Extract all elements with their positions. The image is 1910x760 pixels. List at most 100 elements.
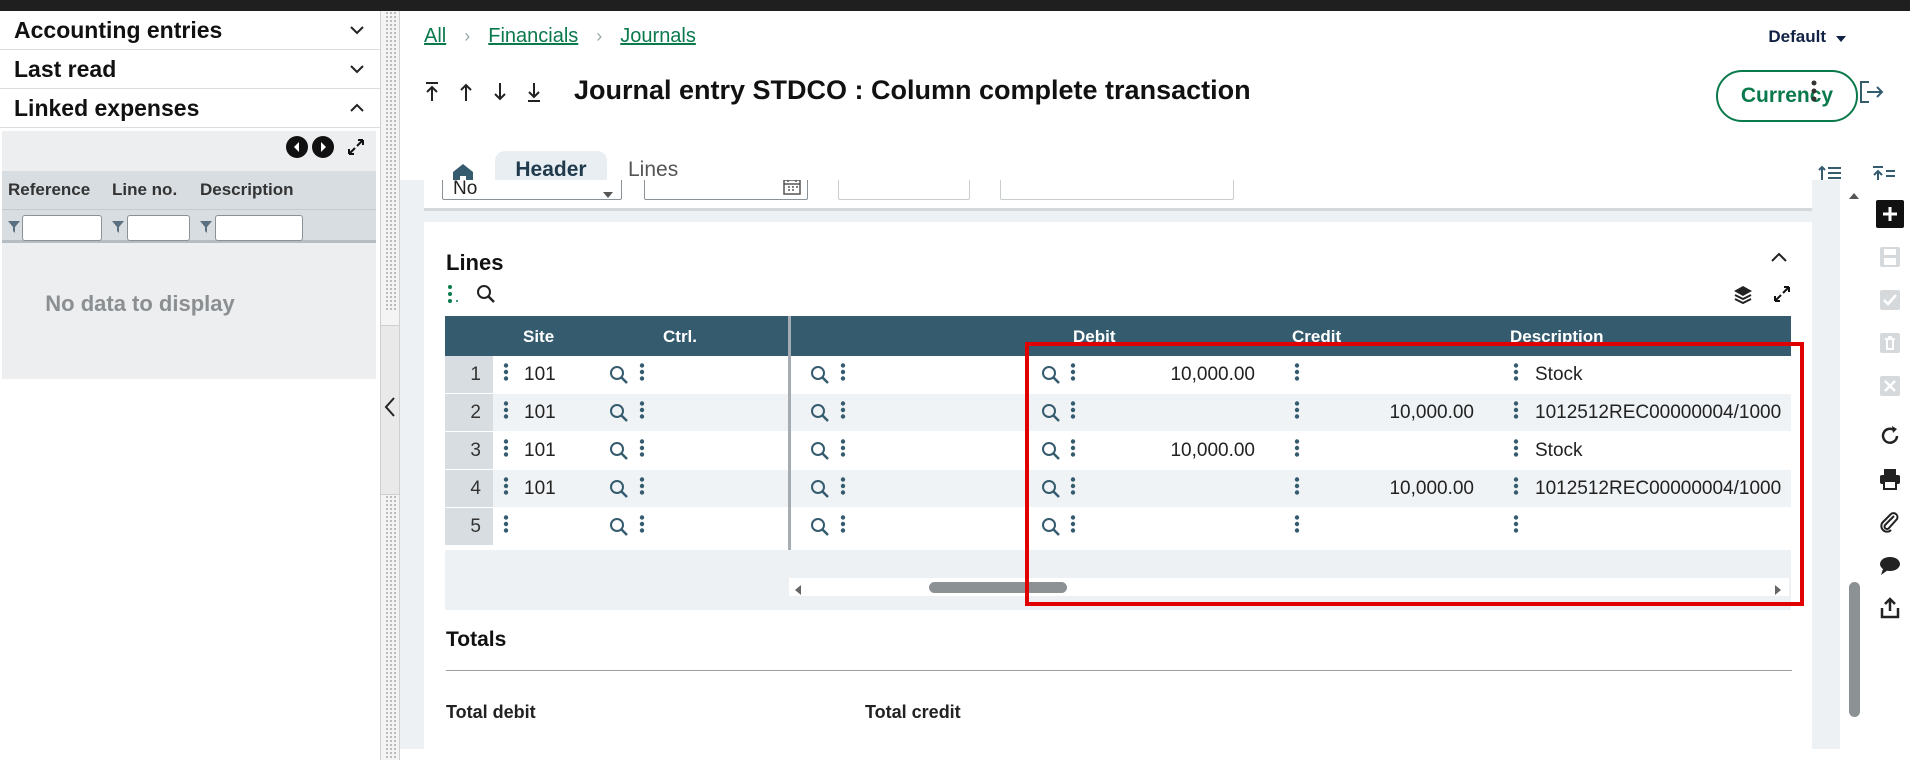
credit-cell[interactable]: 10,000.00	[1389, 478, 1474, 499]
row-menu-icon[interactable]	[639, 477, 645, 501]
site-lookup-icon[interactable]	[609, 441, 629, 467]
account-lookup-icon[interactable]	[1041, 479, 1061, 505]
credit-cell[interactable]: 10,000.00	[1389, 402, 1474, 423]
column-debit[interactable]: Debit	[1073, 327, 1116, 346]
refresh-icon[interactable]	[1876, 422, 1904, 450]
validate-icon[interactable]	[1876, 286, 1904, 314]
row-menu-icon[interactable]	[840, 439, 846, 463]
row-menu-icon[interactable]	[639, 401, 645, 425]
section-last-read[interactable]: Last read	[0, 50, 380, 89]
table-row[interactable]: 4 101 10,000.00 1012512REC00000004/1000	[445, 470, 1791, 507]
chevron-left-icon[interactable]	[384, 396, 396, 423]
row-menu-icon[interactable]	[503, 439, 509, 463]
row-menu-icon[interactable]	[840, 477, 846, 501]
row-menu-icon[interactable]	[1513, 363, 1519, 387]
site-cell[interactable]: 101	[524, 402, 556, 423]
scroll-up-icon[interactable]	[1849, 186, 1859, 204]
description-cell[interactable]: Stock	[1535, 440, 1583, 461]
row-menu-icon[interactable]	[639, 515, 645, 539]
print-icon[interactable]	[1876, 465, 1904, 493]
chevron-down-icon[interactable]	[348, 60, 366, 78]
column-ctrl[interactable]: Ctrl.	[663, 327, 697, 346]
previous-record-icon[interactable]	[458, 81, 474, 108]
table-row[interactable]: 5	[445, 508, 1791, 545]
ctrl-lookup-icon[interactable]	[810, 403, 830, 429]
column-description[interactable]: Description	[1510, 327, 1604, 346]
row-menu-icon[interactable]	[840, 401, 846, 425]
home-icon[interactable]	[452, 163, 474, 188]
ctrl-lookup-icon[interactable]	[810, 365, 830, 391]
row-menu-icon[interactable]	[1513, 401, 1519, 425]
site-cell[interactable]: 101	[524, 440, 556, 461]
filter-icon[interactable]	[112, 220, 124, 238]
column-reference[interactable]: Reference	[8, 180, 91, 199]
add-icon[interactable]	[1876, 200, 1904, 228]
row-menu-icon[interactable]	[639, 363, 645, 387]
row-menu-icon[interactable]	[840, 515, 846, 539]
filter-description-input[interactable]	[215, 215, 303, 241]
row-menu-icon[interactable]	[503, 401, 509, 425]
description-cell[interactable]: 1012512REC00000004/1000	[1535, 478, 1782, 499]
delete-icon[interactable]	[1876, 329, 1904, 357]
text-field[interactable]	[1000, 180, 1234, 200]
select-field[interactable]: No	[442, 180, 622, 200]
site-cell[interactable]: 101	[524, 478, 556, 499]
horizontal-scrollbar[interactable]	[789, 578, 1789, 596]
table-row[interactable]: 2 101 10,000.00 1012512REC00000004/1000	[445, 394, 1791, 431]
table-row[interactable]: 1 101 10,000.00 Stock	[445, 356, 1791, 393]
row-menu-icon[interactable]	[1513, 477, 1519, 501]
filter-icon[interactable]	[8, 220, 20, 238]
row-menu-icon[interactable]	[1070, 515, 1076, 539]
row-menu-icon[interactable]	[1513, 439, 1519, 463]
column-credit[interactable]: Credit	[1292, 327, 1342, 346]
row-menu-icon[interactable]	[1070, 363, 1076, 387]
description-cell[interactable]: Stock	[1535, 364, 1583, 385]
row-menu-icon[interactable]	[840, 363, 846, 387]
table-row[interactable]: 3 101 10,000.00 Stock	[445, 432, 1791, 469]
save-icon[interactable]	[1876, 243, 1904, 271]
filter-reference-input[interactable]	[22, 215, 102, 241]
account-lookup-icon[interactable]	[1041, 403, 1061, 429]
site-lookup-icon[interactable]	[609, 517, 629, 543]
cancel-icon[interactable]	[1876, 372, 1904, 400]
section-accounting-entries[interactable]: Accounting entries	[0, 11, 380, 50]
row-menu-icon[interactable]	[503, 515, 509, 539]
column-line-no[interactable]: Line no.	[112, 180, 178, 199]
ctrl-lookup-icon[interactable]	[810, 479, 830, 505]
section-linked-expenses[interactable]: Linked expenses	[0, 89, 380, 128]
row-menu-icon[interactable]	[1513, 515, 1519, 539]
scroll-right-icon[interactable]	[1775, 582, 1781, 600]
chevron-up-icon[interactable]	[1770, 250, 1788, 268]
debit-cell[interactable]: 10,000.00	[1170, 364, 1255, 385]
site-lookup-icon[interactable]	[609, 365, 629, 391]
tab-lines[interactable]: Lines	[628, 158, 679, 181]
row-menu-icon[interactable]	[503, 477, 509, 501]
currency-button[interactable]: Currency	[1716, 70, 1858, 122]
site-cell[interactable]: 101	[524, 364, 556, 385]
expand-icon[interactable]	[1772, 284, 1792, 309]
vertical-scroll-thumb[interactable]	[1849, 582, 1860, 717]
sort-top-icon[interactable]	[1872, 165, 1896, 192]
filter-line-no-input[interactable]	[127, 215, 190, 241]
horizontal-scroll-thumb[interactable]	[928, 582, 1067, 593]
grid-menu-icon[interactable]	[446, 284, 460, 309]
breadcrumb-financials[interactable]: Financials	[488, 25, 579, 47]
description-cell[interactable]: 1012512REC00000004/1000	[1535, 402, 1782, 423]
account-lookup-icon[interactable]	[1041, 517, 1061, 543]
filter-icon[interactable]	[200, 220, 212, 238]
chevron-down-icon[interactable]	[348, 21, 366, 39]
share-icon[interactable]	[1876, 594, 1904, 622]
calendar-icon[interactable]	[783, 180, 801, 200]
row-menu-icon[interactable]	[1294, 477, 1300, 501]
layers-icon[interactable]	[1732, 284, 1754, 309]
row-menu-icon[interactable]	[1070, 439, 1076, 463]
account-lookup-icon[interactable]	[1041, 441, 1061, 467]
scroll-left-icon[interactable]	[795, 582, 801, 600]
attachment-icon[interactable]	[1876, 508, 1904, 536]
site-lookup-icon[interactable]	[609, 403, 629, 429]
site-lookup-icon[interactable]	[609, 479, 629, 505]
view-selector[interactable]: Default	[1768, 27, 1846, 47]
date-field[interactable]	[644, 180, 808, 200]
expand-icon[interactable]	[346, 137, 366, 157]
breadcrumb-journals[interactable]: Journals	[620, 25, 696, 47]
